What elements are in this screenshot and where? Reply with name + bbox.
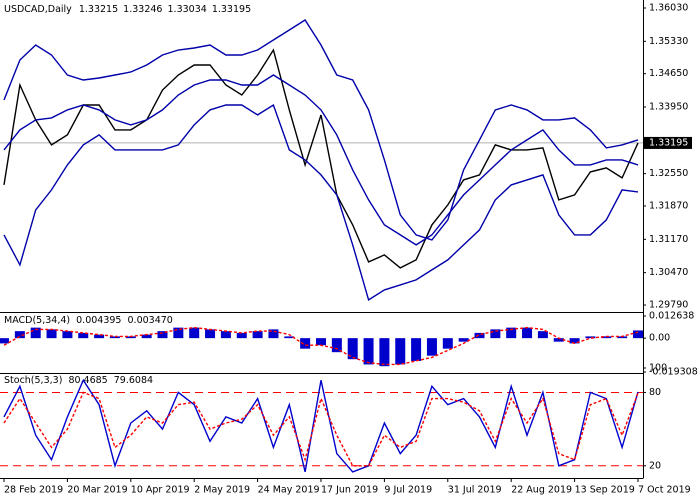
macd-bar [490, 329, 501, 339]
macd-bar [173, 327, 184, 339]
symbol: USDCAD,Daily [4, 4, 72, 15]
y-tick-label: 100 [649, 363, 667, 374]
macd-bar [347, 338, 358, 360]
macd-bar [585, 336, 596, 339]
macd-bar [522, 327, 533, 339]
y-tick-label: 0.00 [649, 333, 670, 344]
stoch-main: 80.4685 [68, 375, 107, 386]
macd-bar [633, 330, 643, 339]
y-tick-label: 1.30470 [649, 267, 688, 278]
stoch-signal [3, 391, 639, 467]
current-price-box [644, 136, 692, 149]
x-tick-label: 20 Mar 2019 [67, 485, 127, 496]
macd-main: 0.004395 [76, 315, 121, 326]
stoch-signal: 79.6084 [114, 375, 153, 386]
macd-bar [458, 338, 469, 342]
stoch-header: Stoch(5,3,3) 80.4685 79.6084 [4, 375, 153, 386]
price-line [3, 48, 639, 269]
current-price-label: 1.33195 [649, 137, 688, 148]
main-header: USDCAD,Daily 1.33215 1.33246 1.33034 1.3… [4, 4, 251, 15]
y-tick-label: 80 [649, 387, 661, 398]
macd-bar [537, 331, 548, 339]
stoch-title: Stoch(5,3,3) [4, 375, 62, 386]
y-tick-label: 1.36030 [649, 2, 688, 13]
macd-bar [316, 338, 326, 346]
macd-bar [0, 338, 9, 344]
macd-bar [300, 338, 311, 349]
macd-bar [189, 327, 200, 339]
x-tick-label: 28 Feb 2019 [4, 485, 63, 496]
macd-bar [252, 331, 263, 339]
macd-bar [220, 331, 231, 339]
x-tick-label: 24 May 2019 [258, 485, 320, 496]
macd-bar [157, 331, 168, 339]
bollinger-band [3, 74, 639, 246]
macd-bar [442, 338, 453, 349]
macd-bar [268, 329, 279, 339]
macd-bar [363, 338, 374, 365]
macd-bar [426, 338, 437, 356]
macd-signal: 0.003470 [128, 315, 173, 326]
macd-bar [284, 336, 295, 339]
macd-bar [109, 336, 120, 339]
x-tick-label: 17 Jun 2019 [321, 485, 378, 496]
macd-bar [30, 327, 41, 339]
open: 1.33215 [79, 4, 118, 15]
macd-bar [506, 327, 517, 339]
macd-bar [474, 332, 485, 339]
x-tick-label: 31 Jul 2019 [448, 485, 502, 496]
macd-bar [395, 338, 406, 365]
y-tick-label: 20 [649, 460, 661, 471]
close: 1.33195 [212, 4, 251, 15]
macd-bar [14, 331, 25, 339]
y-tick-label: 1.31870 [649, 201, 688, 212]
macd-bar [62, 331, 73, 339]
y-tick-label: 1.32550 [649, 168, 688, 179]
y-tick-label: 1.34650 [649, 68, 688, 79]
bollinger-band [3, 103, 639, 301]
bollinger-band [3, 19, 639, 241]
high: 1.33246 [123, 4, 162, 15]
macd-bar [46, 329, 57, 339]
macd-bar [205, 329, 216, 339]
macd-bar [553, 338, 564, 342]
y-tick-label: 1.33950 [649, 101, 688, 112]
y-tick-label: 1.35330 [649, 36, 688, 47]
macd-bar [617, 336, 628, 339]
x-tick-label: 2 May 2019 [194, 485, 250, 496]
stoch-main [3, 378, 639, 473]
macd-bar [78, 332, 89, 339]
macd-bar [379, 338, 390, 367]
macd-bar [125, 336, 136, 339]
macd-bar [601, 336, 612, 339]
macd-bar [569, 338, 580, 344]
x-tick-label: 10 Apr 2019 [131, 485, 190, 496]
macd-bar [94, 334, 105, 339]
x-tick-label: 9 Jul 2019 [384, 485, 432, 496]
macd-title: MACD(5,34,4) [4, 315, 70, 326]
macd-bar [331, 338, 342, 353]
macd-bar [236, 332, 247, 339]
y-tick-label: 1.29790 [649, 300, 688, 311]
signal-line [3, 326, 639, 366]
x-tick-label: 22 Aug 2019 [511, 485, 572, 496]
y-tick-label: -0.019308 [649, 367, 698, 378]
macd-bar [411, 338, 422, 361]
y-tick-label: 1.31170 [649, 234, 688, 245]
y-tick-label: 0.012638 [649, 311, 694, 322]
macd-header: MACD(5,34,4) 0.004395 0.003470 [4, 315, 173, 326]
macd-bar [141, 334, 152, 339]
x-tick-label: 13 Sep 2019 [575, 485, 635, 496]
x-tick-label: 7 Oct 2019 [638, 485, 691, 496]
low: 1.33034 [168, 4, 207, 15]
